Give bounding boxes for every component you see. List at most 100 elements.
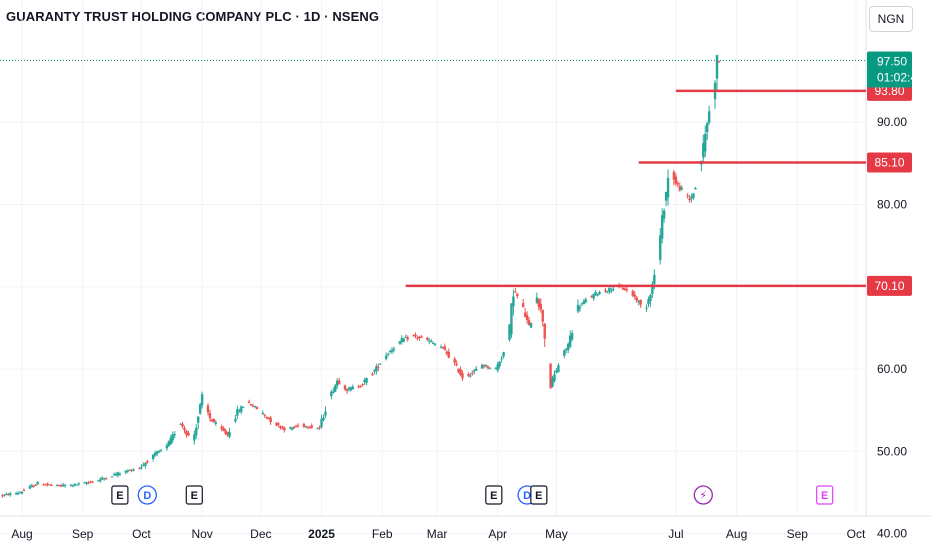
candle (672, 169, 676, 186)
event-marker-square[interactable] (185, 485, 203, 505)
candle (694, 186, 697, 190)
candle (318, 425, 321, 430)
candle (7, 492, 10, 496)
candle (455, 360, 458, 367)
candle-body (304, 426, 308, 428)
candle-body (539, 303, 543, 310)
candle-body (594, 292, 597, 295)
candle (222, 426, 225, 432)
candle (512, 289, 515, 316)
event-marker-label: ⚡ (699, 490, 707, 502)
candle-body (469, 375, 472, 377)
event-markers[interactable]: E D E E D E ⚡ E (111, 485, 834, 505)
event-marker[interactable]: E (485, 485, 503, 505)
candle-body (604, 290, 607, 292)
candle-body (77, 483, 80, 485)
chart-title: GUARANTY TRUST HOLDING COMPANY PLC · 1D … (6, 9, 380, 24)
candle-body (18, 492, 22, 494)
event-marker[interactable]: E (816, 485, 834, 505)
candle (198, 402, 202, 415)
candle-body (715, 55, 719, 79)
candle-body (414, 334, 417, 337)
event-marker-square[interactable] (111, 485, 129, 505)
candle-body (523, 312, 527, 317)
candle (563, 349, 566, 359)
candle-body (418, 336, 421, 339)
candle (277, 422, 280, 428)
candle-body (631, 291, 635, 296)
candle-body (169, 437, 172, 445)
candle (390, 346, 394, 355)
candle-body (651, 284, 654, 294)
candle (14, 491, 18, 496)
event-marker[interactable]: E (111, 485, 129, 505)
candle (388, 349, 392, 354)
candle-body (610, 290, 613, 292)
candle (151, 454, 155, 462)
candle (469, 372, 472, 378)
candle-body (187, 432, 190, 436)
candle (576, 299, 580, 314)
candle-body (473, 370, 476, 372)
candle (416, 335, 419, 341)
candle-body (512, 296, 515, 307)
candle (157, 449, 161, 453)
horizontal-levels[interactable] (405, 89, 866, 288)
candle (392, 346, 396, 353)
candle-body (255, 406, 259, 410)
candle (439, 344, 443, 349)
candle (167, 440, 171, 447)
candle (625, 287, 629, 293)
candle (690, 193, 693, 203)
candle-body (692, 193, 695, 198)
candle (138, 467, 141, 470)
event-marker[interactable]: ⚡ (693, 485, 713, 505)
event-marker-square[interactable] (816, 485, 834, 505)
candle-body (537, 299, 541, 307)
x-tick-label: May (545, 527, 568, 541)
candle (146, 460, 149, 464)
candle (674, 173, 678, 187)
event-marker[interactable]: E (185, 485, 203, 505)
candle (261, 410, 265, 415)
candle-body (428, 340, 431, 342)
candle (63, 483, 67, 488)
candle-body (516, 293, 519, 297)
candle (659, 228, 662, 265)
candle (302, 422, 306, 429)
candle (420, 335, 423, 339)
candle-body (666, 178, 670, 198)
candle (514, 287, 517, 293)
event-marker[interactable]: E (530, 485, 548, 505)
candle (414, 332, 417, 339)
candle-body (553, 374, 556, 381)
candle-body (660, 215, 664, 239)
candle (89, 480, 92, 484)
event-marker-circle[interactable] (693, 485, 713, 505)
candle-body (157, 451, 161, 453)
candle-body (73, 483, 77, 486)
candle (445, 350, 449, 356)
candle-body (292, 426, 296, 428)
candle-body (283, 427, 286, 431)
event-marker[interactable]: D (137, 485, 157, 505)
event-marker-square[interactable] (530, 485, 548, 505)
candle-body (114, 474, 118, 476)
event-marker-label: E (116, 490, 123, 502)
candle (132, 468, 135, 472)
candle (159, 449, 163, 452)
event-marker-circle[interactable] (137, 485, 157, 505)
candle-body (580, 303, 584, 305)
candle-body (50, 484, 53, 486)
candle (169, 434, 172, 446)
time-axis[interactable]: Aug Sep Oct Nov Dec 2025 Feb Mar Apr May Jul Aug Sep… (11, 527, 866, 541)
candle-body (608, 287, 611, 292)
candle-body (118, 473, 122, 475)
currency-selector[interactable]: NGN (869, 6, 913, 32)
event-marker-square[interactable] (485, 485, 503, 505)
candle-body (543, 323, 546, 339)
candle-body (447, 351, 450, 358)
candle (69, 484, 73, 487)
